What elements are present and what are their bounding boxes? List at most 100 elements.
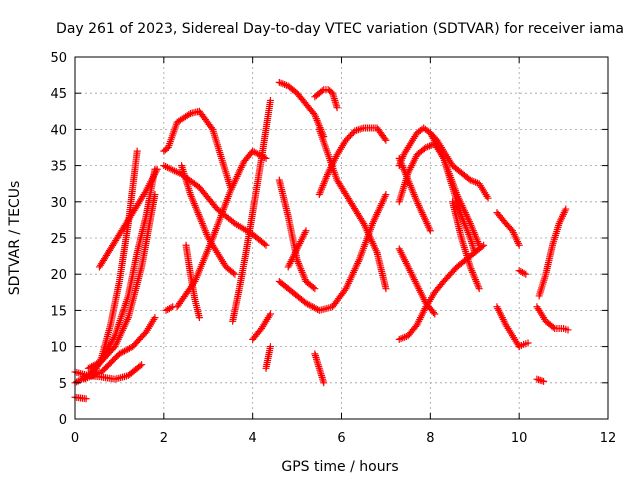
- data-point: [522, 270, 530, 278]
- series-arc-14: [229, 96, 274, 325]
- series-arc-15: [249, 310, 274, 343]
- data-point: [136, 362, 144, 370]
- series-arc-33: [493, 303, 523, 351]
- data-point: [382, 285, 390, 293]
- data-point: [524, 339, 532, 347]
- series-arc-18: [275, 176, 319, 293]
- series-arc-21: [311, 86, 341, 112]
- series-arc-05: [95, 165, 161, 271]
- y-tick-label: 15: [50, 304, 67, 319]
- data-point: [133, 147, 141, 155]
- series-arc-30: [426, 129, 483, 249]
- data-point: [520, 269, 528, 277]
- series-arc-37: [535, 205, 570, 300]
- y-tick-label: 25: [50, 232, 67, 247]
- series-arc-11: [173, 147, 270, 311]
- axis-ticks: 0 2 4 6 8 10 12 0 5 10 15 20 25 30 35 40 45 50: [50, 51, 616, 446]
- x-tick-label: 6: [337, 431, 345, 446]
- series-arc-34: [515, 339, 532, 351]
- series-arc-06: [84, 191, 159, 372]
- data-point: [266, 310, 274, 318]
- data-point: [342, 136, 350, 144]
- data-point: [185, 111, 193, 119]
- series-arc-27: [395, 154, 434, 235]
- series-arc-16: [262, 343, 274, 372]
- series-arc-36: [533, 303, 572, 334]
- series-arc-03: [71, 393, 90, 403]
- y-tick-label: 45: [50, 87, 67, 102]
- series-arc-19: [275, 191, 390, 314]
- series-arc-12: [178, 162, 239, 278]
- data-point: [426, 227, 434, 235]
- data-point: [475, 241, 483, 249]
- data-point: [266, 343, 274, 351]
- series-arc-26: [395, 140, 479, 256]
- series-arc-10: [162, 303, 177, 314]
- data-point: [348, 130, 356, 138]
- data-point: [151, 314, 159, 322]
- data-point: [311, 285, 319, 293]
- data-point: [430, 308, 438, 316]
- data-point: [229, 269, 237, 277]
- series-arc-07: [80, 314, 159, 383]
- x-tick-label: 12: [600, 431, 617, 446]
- y-tick-label: 20: [50, 268, 67, 283]
- data-point: [82, 395, 90, 403]
- series-arc-28: [395, 241, 488, 343]
- data-point: [478, 242, 486, 250]
- series-arc-24: [311, 350, 328, 387]
- data-point: [195, 314, 203, 322]
- data-point: [207, 124, 215, 132]
- y-tick-label: 35: [50, 160, 67, 175]
- y-tick-label: 10: [50, 341, 67, 356]
- series-arc-23: [315, 124, 390, 199]
- data-point: [518, 268, 526, 276]
- data-point: [318, 87, 326, 95]
- data-point: [562, 205, 570, 213]
- y-tick-label: 40: [50, 123, 67, 138]
- data-point: [346, 132, 354, 140]
- data-point: [540, 377, 548, 385]
- series-arc-01: [71, 165, 159, 387]
- data-point: [266, 96, 274, 104]
- data-point: [431, 310, 439, 318]
- series-arc-38: [533, 375, 548, 385]
- y-tick-label: 0: [59, 413, 67, 428]
- x-tick-label: 2: [160, 431, 168, 446]
- series-arc-31: [449, 198, 483, 293]
- data-point: [343, 135, 351, 143]
- data-point: [564, 326, 572, 334]
- data-point: [302, 227, 310, 235]
- x-tick-label: 8: [426, 431, 434, 446]
- data-point: [382, 191, 390, 199]
- series-arc-20: [284, 227, 310, 271]
- data-point: [309, 283, 317, 291]
- data-point: [138, 361, 146, 369]
- grid-layer: [75, 57, 608, 419]
- x-tick-label: 0: [71, 431, 79, 446]
- data-point: [167, 304, 175, 312]
- x-tick-label: 10: [511, 431, 528, 446]
- y-tick-label: 30: [50, 196, 67, 211]
- series-arc-29: [395, 245, 439, 318]
- y-tick-label: 5: [59, 377, 67, 392]
- chart-title: Day 261 of 2023, Sidereal Day-to-day VTE…: [56, 21, 624, 37]
- data-point: [165, 305, 173, 313]
- x-axis-label: GPS time / hours: [281, 459, 398, 475]
- data-point: [484, 194, 492, 202]
- data-marks: [71, 78, 572, 403]
- series-arc-35: [515, 267, 530, 278]
- data-point: [333, 104, 341, 112]
- y-axis-label: SDTVAR / TECUs: [7, 181, 23, 296]
- data-point: [345, 133, 353, 141]
- series-arc-22: [315, 125, 390, 293]
- data-point: [261, 240, 269, 248]
- series-arc-13: [182, 241, 203, 322]
- series-arc-32: [493, 209, 523, 249]
- data-point: [151, 191, 159, 199]
- y-tick-label: 50: [50, 51, 67, 66]
- x-tick-label: 4: [249, 431, 257, 446]
- data-point: [475, 285, 483, 293]
- series-arc-08: [160, 107, 234, 191]
